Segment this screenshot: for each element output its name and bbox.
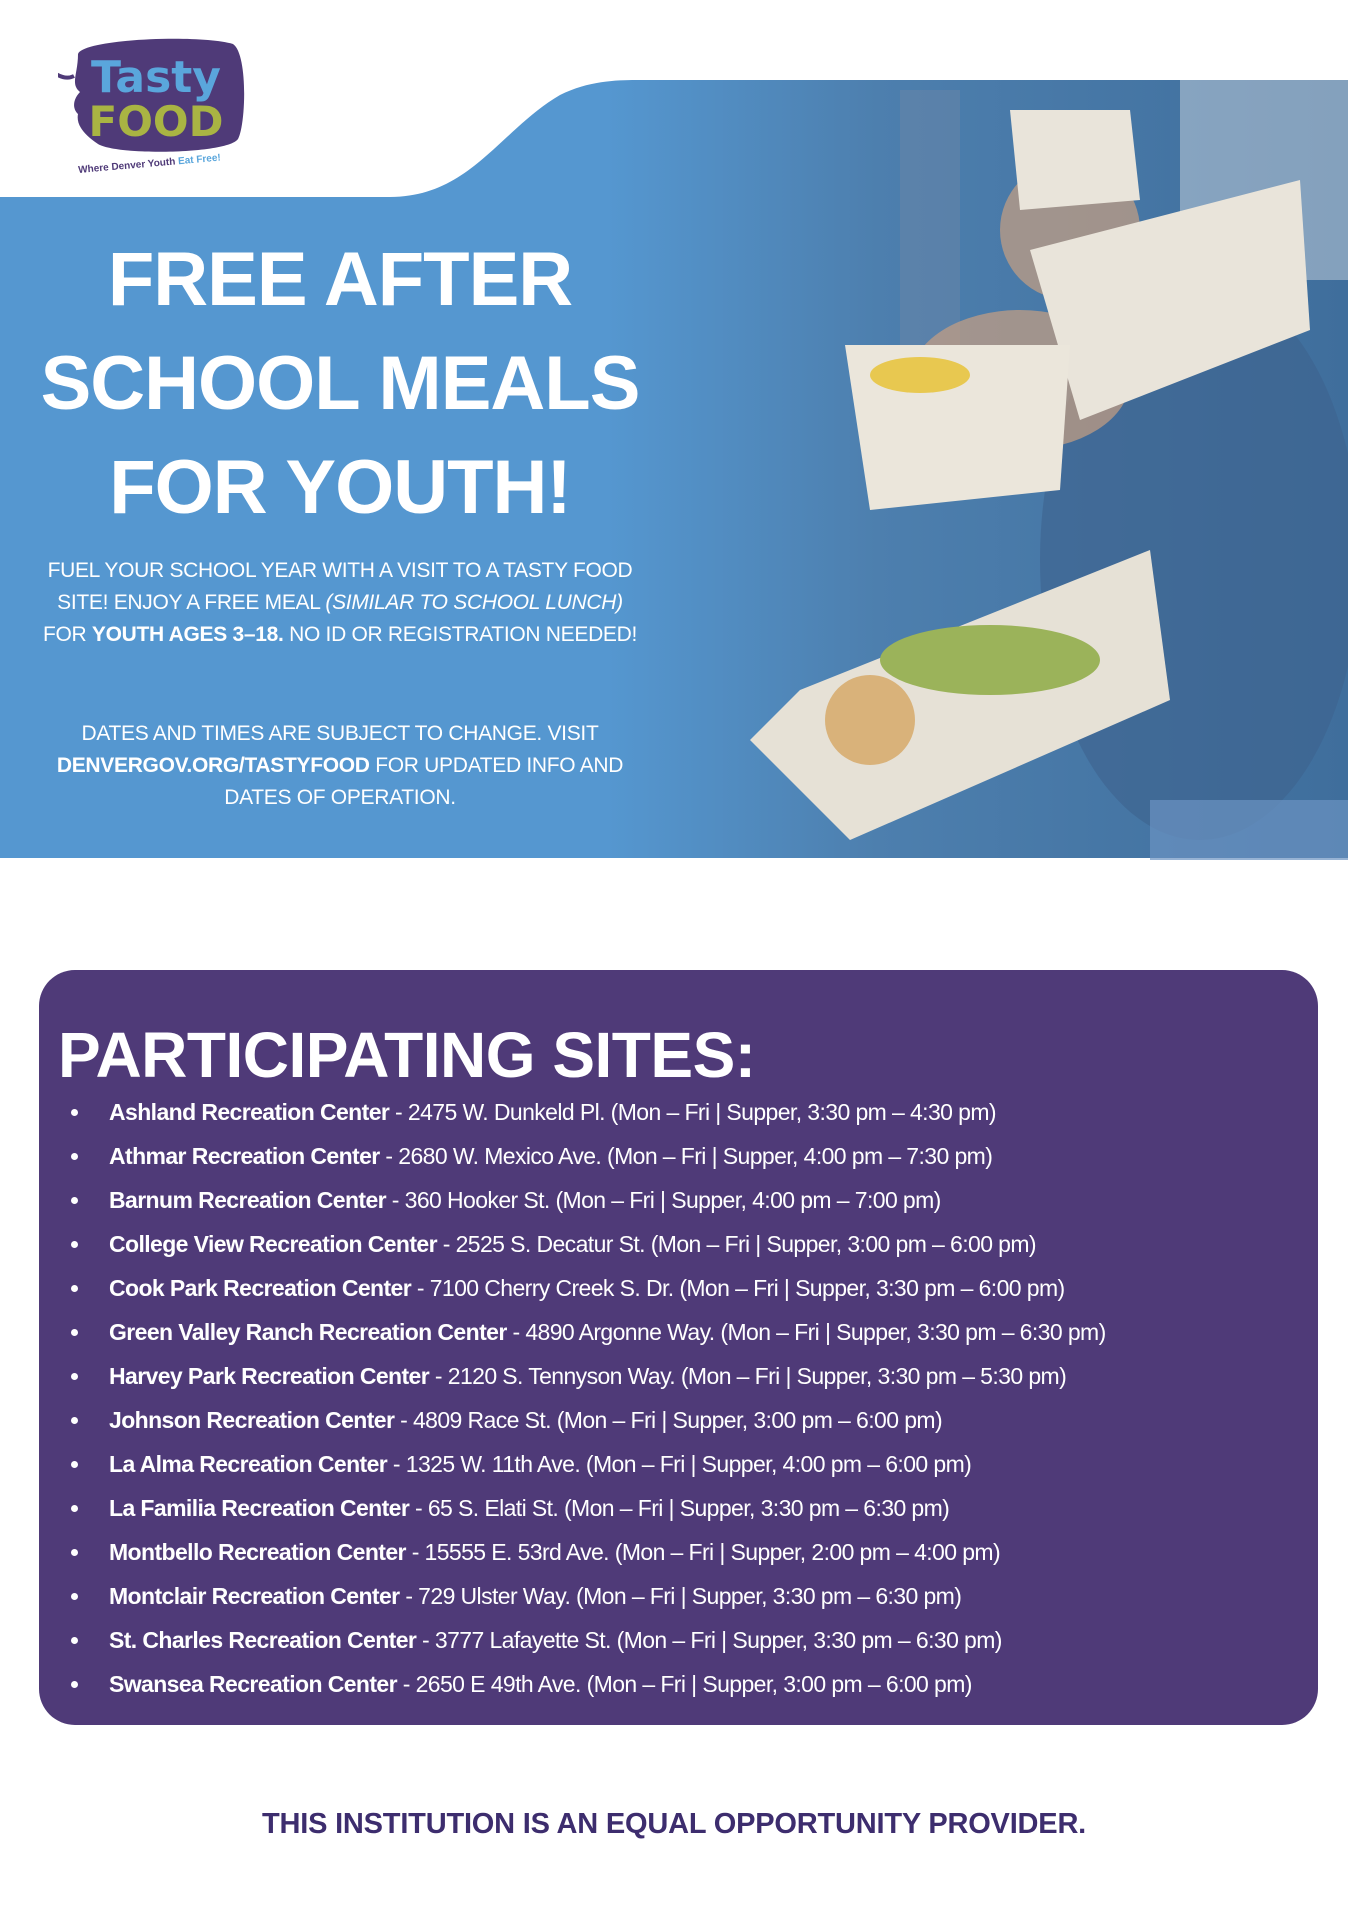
site-details: - 65 S. Elati St. (Mon – Fri | Supper, 3… (409, 1495, 950, 1521)
site-name: Montclair Recreation Center (109, 1583, 400, 1609)
site-list-item: Ashland Recreation Center - 2475 W. Dunk… (39, 1090, 1106, 1134)
notice-paragraph: DATES AND TIMES ARE SUBJECT TO CHANGE. V… (40, 718, 640, 814)
bullet-icon (71, 1593, 78, 1600)
bullet-icon (71, 1329, 78, 1336)
text: FUEL YOUR SCHOOL YEAR WITH A VISIT TO A … (47, 559, 633, 614)
site-name: St. Charles Recreation Center (109, 1627, 417, 1653)
site-list-item: Barnum Recreation Center - 360 Hooker St… (39, 1178, 1106, 1222)
intro-paragraph: FUEL YOUR SCHOOL YEAR WITH A VISIT TO A … (40, 555, 640, 651)
site-list-item: Cook Park Recreation Center - 7100 Cherr… (39, 1266, 1106, 1310)
site-name: Ashland Recreation Center (109, 1099, 390, 1125)
site-details: - 4809 Race St. (Mon – Fri | Supper, 3:0… (394, 1407, 942, 1433)
hero-banner: Tasty FOOD Where Denver Youth Eat Free! … (0, 0, 1348, 860)
site-list-item: Montclair Recreation Center - 729 Ulster… (39, 1574, 1106, 1618)
site-details: - 15555 E. 53rd Ave. (Mon – Fri | Supper… (405, 1539, 1001, 1565)
bullet-icon (71, 1153, 78, 1160)
bullet-icon (71, 1637, 78, 1644)
site-details: - 2525 S. Decatur St. (Mon – Fri | Suppe… (436, 1231, 1037, 1257)
site-details: - 729 Ulster Way. (Mon – Fri | Supper, 3… (399, 1583, 962, 1609)
title-line: SCHOOL MEALS (40, 341, 641, 426)
site-name: Barnum Recreation Center (109, 1187, 387, 1213)
site-list-item: Harvey Park Recreation Center - 2120 S. … (39, 1354, 1106, 1398)
bullet-icon (71, 1373, 78, 1380)
logo-tagline-accent: Eat Free! (178, 153, 222, 168)
text: DATES AND TIMES ARE SUBJECT TO CHANGE. V… (81, 722, 599, 745)
logo-tagline: Where Denver Youth (78, 157, 176, 174)
age-range: YOUTH AGES 3–18. (91, 623, 284, 646)
site-name: Harvey Park Recreation Center (109, 1363, 430, 1389)
site-name: Athmar Recreation Center (109, 1143, 380, 1169)
site-name: La Familia Recreation Center (109, 1495, 410, 1521)
site-name: Green Valley Ranch Recreation Center (109, 1319, 507, 1345)
site-name: La Alma Recreation Center (109, 1451, 388, 1477)
site-name: College View Recreation Center (109, 1231, 438, 1257)
site-list-item: La Familia Recreation Center - 65 S. Ela… (39, 1486, 1106, 1530)
bullet-icon (71, 1285, 78, 1292)
bullet-icon (71, 1241, 78, 1248)
site-list: Ashland Recreation Center - 2475 W. Dunk… (39, 1090, 1106, 1706)
site-list-item: Montbello Recreation Center - 15555 E. 5… (39, 1530, 1106, 1574)
text-italic: (SIMILAR TO SCHOOL LUNCH) (325, 591, 623, 614)
logo-word-food: FOOD (89, 97, 224, 146)
bullet-icon (71, 1461, 78, 1468)
bullet-icon (71, 1197, 78, 1204)
site-list-item: College View Recreation Center - 2525 S.… (39, 1222, 1106, 1266)
site-details: - 360 Hooker St. (Mon – Fri | Supper, 4:… (386, 1187, 942, 1213)
meal-photo (0, 80, 1348, 860)
title-line: FREE AFTER (107, 237, 573, 322)
site-list-item: Athmar Recreation Center - 2680 W. Mexic… (39, 1134, 1106, 1178)
site-name: Montbello Recreation Center (109, 1539, 407, 1565)
site-details: - 1325 W. 11th Ave. (Mon – Fri | Supper,… (387, 1451, 972, 1477)
text: FOR (42, 623, 92, 646)
site-details: - 2650 E 49th Ave. (Mon – Fri | Supper, … (396, 1671, 973, 1697)
title-line: FOR YOUTH! (109, 445, 571, 530)
site-details: - 4890 Argonne Way. (Mon – Fri | Supper,… (506, 1319, 1106, 1345)
site-list-item: Swansea Recreation Center - 2650 E 49th … (39, 1662, 1106, 1706)
text: FOR UPDATED INFO AND DATES OF OPERATION. (224, 754, 624, 809)
equal-opportunity-notice: THIS INSTITUTION IS AN EQUAL OPPORTUNITY… (261, 1808, 1087, 1840)
site-name: Johnson Recreation Center (109, 1407, 395, 1433)
site-details: - 2680 W. Mexico Ave. (Mon – Fri | Suppe… (379, 1143, 993, 1169)
page-title: FREE AFTER SCHOOL MEALS FOR YOUTH! (0, 228, 680, 540)
site-list-item: St. Charles Recreation Center - 3777 Laf… (39, 1618, 1106, 1662)
sites-heading: PARTICIPATING SITES: (58, 1019, 756, 1091)
participating-sites-panel: PARTICIPATING SITES: Ashland Recreation … (39, 970, 1318, 1725)
bullet-icon (71, 1417, 78, 1424)
site-list-item: Green Valley Ranch Recreation Center - 4… (39, 1310, 1106, 1354)
logo-word-tasty: Tasty (91, 52, 221, 103)
site-list-item: Johnson Recreation Center - 4809 Race St… (39, 1398, 1106, 1442)
site-list-item: La Alma Recreation Center - 1325 W. 11th… (39, 1442, 1106, 1486)
bullet-icon (71, 1681, 78, 1688)
svg-text:Where Denver Youth Eat Free!: Where Denver Youth Eat Free! (78, 153, 221, 174)
site-details: - 2120 S. Tennyson Way. (Mon – Fri | Sup… (429, 1363, 1067, 1389)
tasty-food-logo: Tasty FOOD Where Denver Youth Eat Free! (58, 38, 245, 174)
site-name: Swansea Recreation Center (109, 1671, 398, 1697)
bullet-icon (71, 1109, 78, 1116)
site-name: Cook Park Recreation Center (109, 1275, 412, 1301)
website-link[interactable]: DENVERGOV.ORG/TASTYFOOD (56, 754, 370, 777)
site-details: - 3777 Lafayette St. (Mon – Fri | Supper… (416, 1627, 1002, 1653)
text: NO ID OR REGISTRATION NEEDED! (283, 623, 638, 646)
site-details: - 2475 W. Dunkeld Pl. (Mon – Fri | Suppe… (389, 1099, 997, 1125)
bullet-icon (71, 1549, 78, 1556)
bullet-icon (71, 1505, 78, 1512)
site-details: - 7100 Cherry Creek S. Dr. (Mon – Fri | … (411, 1275, 1065, 1301)
